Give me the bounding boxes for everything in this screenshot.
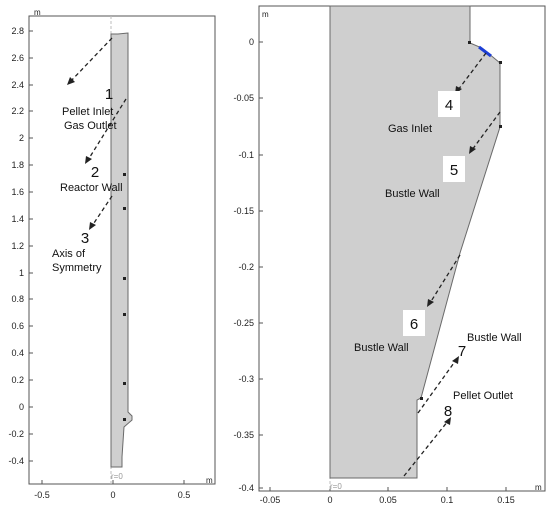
right-y-tick: -0.3 [238,374,254,384]
left-geometry-panel: 2.8 2.6 2.4 2.2 2 1.8 1.6 1.4 1.2 1 0.8 … [0,0,218,509]
right-y-unit: m [262,10,269,19]
left-y-tick: 0.2 [11,375,24,385]
wall-point [123,313,126,316]
right-y-tick: -0.25 [233,318,254,328]
right-callout-arrows [403,52,501,477]
right-y-axis: 0 -0.05 -0.1 -0.15 -0.2 -0.25 -0.3 -0.35… [233,10,269,493]
wall-point [123,418,126,421]
corner-point [499,61,502,64]
label-number-2: 2 [91,164,99,181]
left-y-tick: 1.8 [11,160,24,170]
right-x-axis: -0.05 0 0.05 0.1 0.15 m [260,483,542,505]
label-reactor-wall: Reactor Wall [60,182,123,194]
right-y-tick: -0.2 [238,262,254,272]
left-y-tick: -0.2 [8,429,24,439]
right-x-tick: 0 [327,495,332,505]
label-box-4 [438,91,460,117]
left-y-tick: 0.8 [11,294,24,304]
label-number-7: 7 [458,343,466,360]
left-y-tick: -0.4 [8,456,24,466]
right-y-tick: -0.1 [238,150,254,160]
corner-point [499,125,502,128]
label-box-6 [403,310,425,336]
left-x-tick: 0 [110,490,115,500]
wall-point [123,382,126,385]
label-box-5 [443,156,465,182]
wall-point [123,173,126,176]
label-number-5: 5 [450,162,458,179]
right-axis-marker: r=0 [330,482,342,491]
left-y-tick: 1.6 [11,187,24,197]
left-y-axis: 2.8 2.6 2.4 2.2 2 1.8 1.6 1.4 1.2 1 0.8 … [8,8,41,466]
label-number-8: 8 [444,403,452,420]
label-number-3: 3 [81,230,89,247]
label-gas-outlet: Gas Outlet [64,120,117,132]
label-number-4: 4 [445,97,453,114]
corner-point [468,41,471,44]
left-y-unit: m [34,8,41,17]
left-y-tick: 2.6 [11,53,24,63]
right-y-tick: -0.35 [233,430,254,440]
left-x-tick: -0.5 [34,490,50,500]
label-bustle-wall-7: Bustle Wall [467,332,522,344]
left-y-tick: 2 [19,133,24,143]
bustle-body [329,5,501,479]
right-x-tick: 0.05 [379,495,397,505]
right-y-tick: -0.4 [238,483,254,493]
label-pellet-outlet: Pellet Outlet [453,390,513,402]
right-x-tick: 0.1 [441,495,454,505]
left-y-tick: 2.4 [11,80,24,90]
label-number-1: 1 [105,86,113,103]
right-x-unit: m [535,483,542,492]
label-axis-of: Axis of [52,248,86,260]
label-bustle-wall-5: Bustle Wall [385,188,440,200]
left-y-tick: 0.6 [11,321,24,331]
right-geometry-plot: 0 -0.05 -0.1 -0.15 -0.2 -0.25 -0.3 -0.35… [233,5,546,505]
label-pellet-inlet: Pellet Inlet [62,106,113,118]
corner-point [420,397,423,400]
left-y-tick: 0 [19,402,24,412]
left-y-tick: 1 [19,268,24,278]
left-y-tick: 2.2 [11,106,24,116]
wall-point [123,207,126,210]
left-x-tick: 0.5 [178,490,191,500]
label-number-6: 6 [410,316,418,333]
left-callout-arrows [67,37,127,230]
right-y-tick: 0 [249,37,254,47]
label-bustle-wall-6: Bustle Wall [354,342,409,354]
right-y-tick: -0.15 [233,206,254,216]
left-axis-marker: r=0 [111,472,123,481]
right-x-tick: -0.05 [260,495,281,505]
reactor-body [110,32,133,468]
left-y-tick: 1.4 [11,214,24,224]
label-gas-inlet: Gas Inlet [388,123,432,135]
left-y-tick: 1.2 [11,241,24,251]
left-x-unit: m [206,476,213,485]
right-x-tick: 0.15 [497,495,515,505]
left-y-tick: 2.8 [11,26,24,36]
wall-point [123,277,126,280]
gas-inlet-edge [478,45,492,58]
left-y-tick: 0.4 [11,348,24,358]
left-x-axis: -0.5 0 0.5 m [34,476,213,500]
right-y-tick: -0.05 [233,93,254,103]
right-geometry-panel: 0 -0.05 -0.1 -0.15 -0.2 -0.25 -0.3 -0.35… [218,0,550,509]
left-geometry-plot: 2.8 2.6 2.4 2.2 2 1.8 1.6 1.4 1.2 1 0.8 … [8,8,216,500]
label-symmetry: Symmetry [52,262,102,274]
